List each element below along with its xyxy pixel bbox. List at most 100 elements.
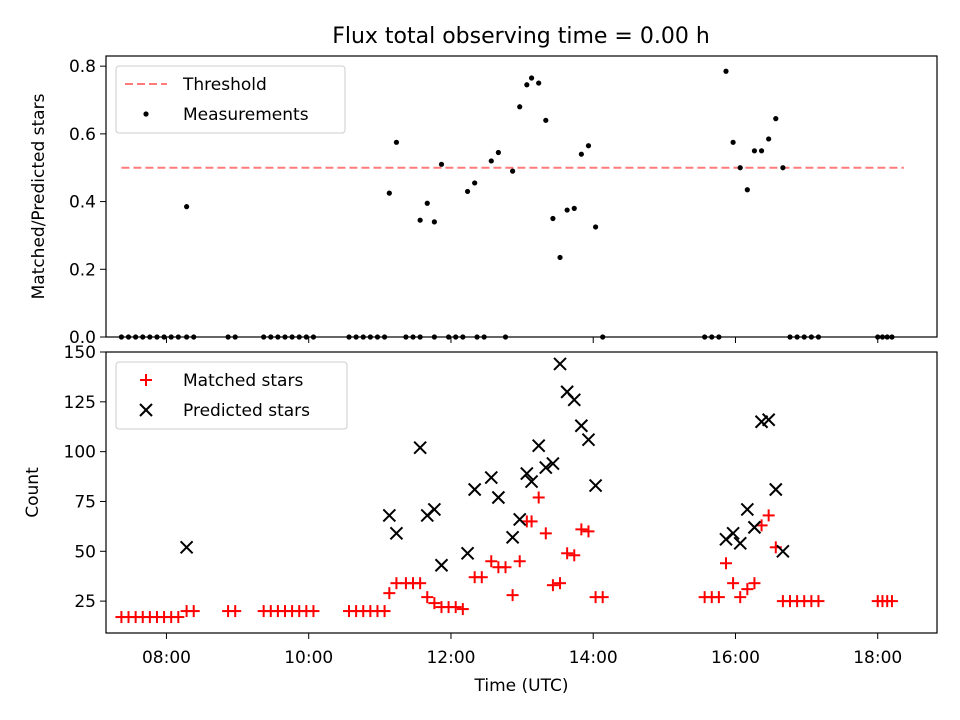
matched-stars-point xyxy=(506,589,519,602)
measurement-point xyxy=(438,161,445,167)
matched-stars-point xyxy=(719,557,732,570)
matched-stars-point xyxy=(475,571,488,584)
matched-stars-point xyxy=(307,605,320,618)
matched-stars-point xyxy=(741,583,754,596)
count-plot-axes: 25 50 75 100 125 150 08:00 10:00 12:00 14:00 16:00… xyxy=(64,343,903,668)
predicted-stars-point xyxy=(761,413,776,427)
figure-title: Flux total observing time = 0.00 h xyxy=(332,24,710,49)
measurement-point xyxy=(393,139,400,145)
predicted-legend-swatch xyxy=(139,403,153,417)
y-tick-label: 0.0 xyxy=(69,328,96,348)
y-tick-label: 0.6 xyxy=(69,125,96,145)
count-y-axis-label: Count xyxy=(23,467,43,518)
predicted-stars-point xyxy=(524,474,539,489)
predicted-stars-point xyxy=(581,432,596,447)
x-tick-label: 12:00 xyxy=(426,648,475,668)
matched-stars-point xyxy=(485,555,498,568)
matched-stars-point xyxy=(414,577,427,590)
predicted-stars-point xyxy=(413,440,427,455)
ratio-legend: Threshold Measurements xyxy=(115,65,346,134)
matched-legend-swatch xyxy=(140,374,152,386)
measurement-point xyxy=(766,136,772,142)
ratio-plot-marks xyxy=(118,68,904,340)
predicted-legend-label: Predicted stars xyxy=(183,401,310,421)
predicted-stars-point xyxy=(546,456,560,471)
ratio-plot-axes: 0.0 0.2 0.4 0.6 0.8 xyxy=(69,57,879,348)
predicted-stars-point xyxy=(389,526,404,541)
matched-stars-point xyxy=(229,605,242,618)
measurement-point xyxy=(386,190,392,196)
predicted-stars-point xyxy=(520,466,534,481)
predicted-stars-point xyxy=(531,438,546,453)
matched-stars-point xyxy=(762,509,775,522)
matched-stars-point xyxy=(812,595,825,608)
predicted-stars-point xyxy=(539,460,553,475)
measurements-legend-label: Measurements xyxy=(183,105,309,125)
matched-stars-point xyxy=(383,587,396,600)
predicted-stars-point xyxy=(733,536,747,551)
ratio-plot-frame xyxy=(105,55,938,338)
x-tick-label: 16:00 xyxy=(711,648,760,668)
y-tick-label: 0.2 xyxy=(69,260,96,280)
predicted-stars-point xyxy=(427,502,442,517)
predicted-stars-point xyxy=(460,546,475,560)
x-tick-label: 18:00 xyxy=(853,648,902,668)
matched-stars-point xyxy=(561,547,574,560)
measurements-legend-swatch xyxy=(143,111,149,117)
count-panel: 25 50 75 100 125 150 08:00 10:00 12:00 14:00 16:00… xyxy=(23,343,938,696)
measurement-point xyxy=(780,165,786,171)
predicted-stars-point xyxy=(467,482,482,497)
measurement-point xyxy=(488,158,494,164)
measurement-point xyxy=(578,151,584,157)
matched-stars-point xyxy=(582,525,595,538)
predicted-stars-point xyxy=(567,393,581,407)
matched-stars-point xyxy=(456,603,469,616)
y-tick-label: 0.4 xyxy=(69,193,96,213)
measurement-point xyxy=(737,165,743,171)
measurement-point xyxy=(723,68,729,74)
ratio-y-axis-label: Matched/Predicted stars xyxy=(29,93,49,299)
matched-stars-point xyxy=(596,591,609,604)
y-tick-label: 75 xyxy=(74,492,96,512)
measurement-point xyxy=(424,200,430,206)
predicted-stars-point xyxy=(726,526,740,541)
matched-stars-point xyxy=(568,549,581,562)
measurement-point xyxy=(472,180,478,186)
measurement-point xyxy=(557,254,563,261)
measurement-point xyxy=(431,219,437,225)
predicted-stars-point xyxy=(382,508,397,523)
measurement-point xyxy=(517,104,523,110)
matched-stars-point xyxy=(734,591,747,604)
y-tick-label: 150 xyxy=(64,343,96,363)
x-tick-label: 08:00 xyxy=(142,648,191,668)
matched-stars-point xyxy=(428,597,441,610)
y-tick-label: 100 xyxy=(64,443,96,463)
measurement-point xyxy=(510,168,516,174)
measurement-point xyxy=(464,188,471,195)
matched-stars-point xyxy=(525,515,538,528)
count-plot-frame xyxy=(105,351,938,634)
matched-stars-point xyxy=(727,577,740,590)
matched-stars-point xyxy=(421,591,434,604)
matched-legend-label: Matched stars xyxy=(183,371,303,391)
predicted-stars-point xyxy=(491,490,506,505)
y-tick-label: 50 xyxy=(74,542,96,562)
predicted-stars-point xyxy=(553,357,567,371)
predicted-stars-point xyxy=(740,502,755,517)
predicted-stars-point xyxy=(574,419,589,433)
matched-stars-point xyxy=(187,605,200,618)
matched-stars-point xyxy=(748,577,761,590)
measurement-point xyxy=(585,143,592,149)
count-legend-box xyxy=(115,361,348,430)
x-tick-label: 10:00 xyxy=(284,648,333,668)
matched-stars-point xyxy=(712,591,725,604)
y-tick-label: 25 xyxy=(74,592,96,612)
matched-stars-point xyxy=(172,611,185,624)
measurement-point xyxy=(550,215,556,222)
matched-stars-point xyxy=(532,491,545,504)
measurement-point xyxy=(751,148,758,154)
measurement-point xyxy=(571,205,577,211)
y-tick-label: 125 xyxy=(64,393,96,413)
measurement-point xyxy=(592,224,599,230)
